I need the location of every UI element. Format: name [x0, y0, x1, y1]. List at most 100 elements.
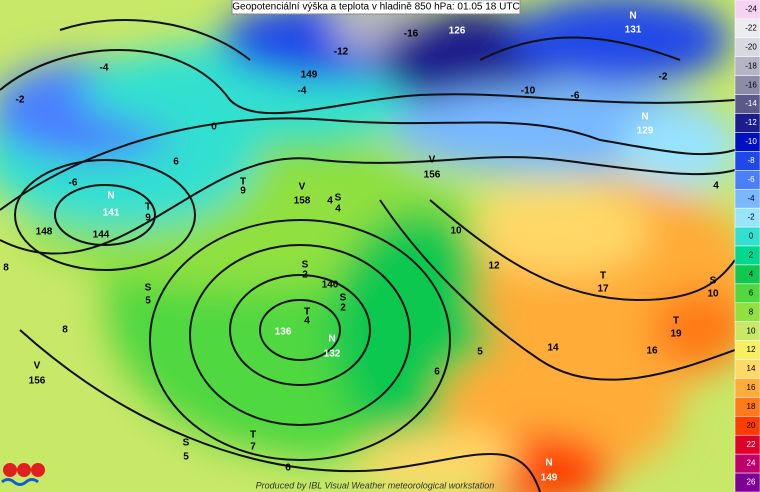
map-label: 148 [36, 227, 53, 238]
map-label: 12 [488, 261, 500, 272]
map-label: 129 [637, 126, 654, 137]
colorbar-label: 22 [747, 440, 756, 449]
map-label: 19 [670, 329, 682, 340]
map-label: 156 [424, 170, 441, 181]
map-label: N [641, 112, 648, 123]
colorbar-label: 8 [749, 307, 754, 316]
map-label: 6 [173, 157, 179, 168]
colorbar-label: -16 [745, 80, 757, 89]
map-label: 10 [707, 289, 719, 300]
colorbar-label: -24 [745, 5, 757, 14]
colorbar-label: 24 [747, 459, 756, 468]
colorbar-swatch [734, 245, 760, 266]
map-label: N [545, 458, 552, 469]
map-label: T [600, 271, 606, 282]
map-label: S [340, 293, 347, 304]
map-label: 8 [62, 325, 68, 336]
map-label: -4 [298, 86, 307, 97]
map-label: 9 [240, 186, 246, 197]
map-label: -6 [69, 178, 78, 189]
map-label: 126 [449, 26, 466, 37]
logo [1, 463, 45, 486]
map-label: 14 [547, 343, 559, 354]
colorbar-label: -20 [745, 42, 757, 51]
map-label: -16 [404, 29, 419, 40]
map-label: 4 [304, 316, 310, 327]
map-label: 7 [250, 442, 256, 453]
title: Geopotenciální výška a teplota v hladině… [232, 2, 519, 13]
map-label: 5 [477, 347, 483, 358]
map-label: 8 [3, 263, 9, 274]
map-label: 10 [450, 226, 462, 237]
map-label: N [629, 11, 636, 22]
map-label: 9 [145, 213, 151, 224]
map-label: V [429, 155, 436, 166]
map-label: 140 [322, 280, 339, 291]
map-label: 17 [597, 284, 609, 295]
colorbar-label: -8 [747, 156, 755, 165]
map-label: -4 [100, 63, 109, 74]
isohypses [0, 19, 736, 492]
map-label: 149 [541, 473, 558, 484]
colorbar-label: -4 [747, 194, 755, 203]
colorbar-label: 12 [747, 345, 756, 354]
colorbar-swatch [734, 283, 760, 304]
colorbar-label: -18 [745, 61, 757, 70]
colorbar-label: 16 [747, 383, 756, 392]
colorbar-swatch [734, 226, 760, 247]
map-label: T [304, 307, 310, 318]
map-label: 156 [29, 376, 46, 387]
map-label: 132 [324, 349, 341, 360]
map-label: S [145, 283, 152, 294]
colorbar-label: 14 [747, 364, 756, 373]
map-label: -2 [16, 95, 25, 106]
colorbar-label: 2 [749, 251, 754, 260]
colorbar-label: -12 [745, 118, 757, 127]
map-label: T [145, 202, 151, 213]
map-label: 5 [183, 452, 189, 463]
map-label: S [710, 276, 717, 287]
map-label: 4 [335, 204, 341, 215]
colorbar-label: 6 [749, 288, 754, 297]
map-label: T [250, 430, 256, 441]
colorbar-label: -6 [747, 175, 755, 184]
colorbar-label: 4 [749, 269, 754, 278]
colorbar-label: 26 [747, 478, 756, 487]
colorbar-label: -22 [745, 23, 757, 32]
map-label: 5 [145, 296, 151, 307]
map-label: 0 [211, 122, 217, 133]
map-label: 141 [103, 208, 120, 219]
map-label: V [299, 182, 306, 193]
colorbar-label: 20 [747, 421, 756, 430]
colorbar-swatch [734, 264, 760, 285]
map-label: 4 [713, 181, 719, 192]
colorbar-label: -10 [745, 137, 757, 146]
colorbar-label: 10 [747, 326, 756, 335]
colorbar-label: -2 [747, 213, 755, 222]
map-label: T [673, 316, 679, 327]
map-label: 158 [294, 196, 311, 207]
colorbar-swatch [734, 302, 760, 322]
map-label: 136 [275, 327, 292, 338]
map-label: S [302, 260, 309, 271]
map-label: V [34, 361, 41, 372]
map-label: 131 [625, 25, 642, 36]
title-box [231, 0, 521, 15]
map-label: -12 [334, 47, 349, 58]
map-label: S [335, 193, 342, 204]
map-label: 149 [301, 70, 318, 81]
map-label: T [240, 177, 246, 188]
map-label: 2 [340, 303, 346, 314]
map-label: 16 [646, 346, 658, 357]
map-label: -6 [571, 91, 580, 102]
map-label: 4 [327, 196, 333, 207]
map-label: 2 [302, 270, 308, 281]
map-label: 144 [93, 230, 110, 241]
map-label: N [107, 191, 114, 202]
map-label: 6 [285, 463, 291, 474]
map-label: N [328, 334, 335, 345]
colorbar-label: 18 [747, 402, 756, 411]
